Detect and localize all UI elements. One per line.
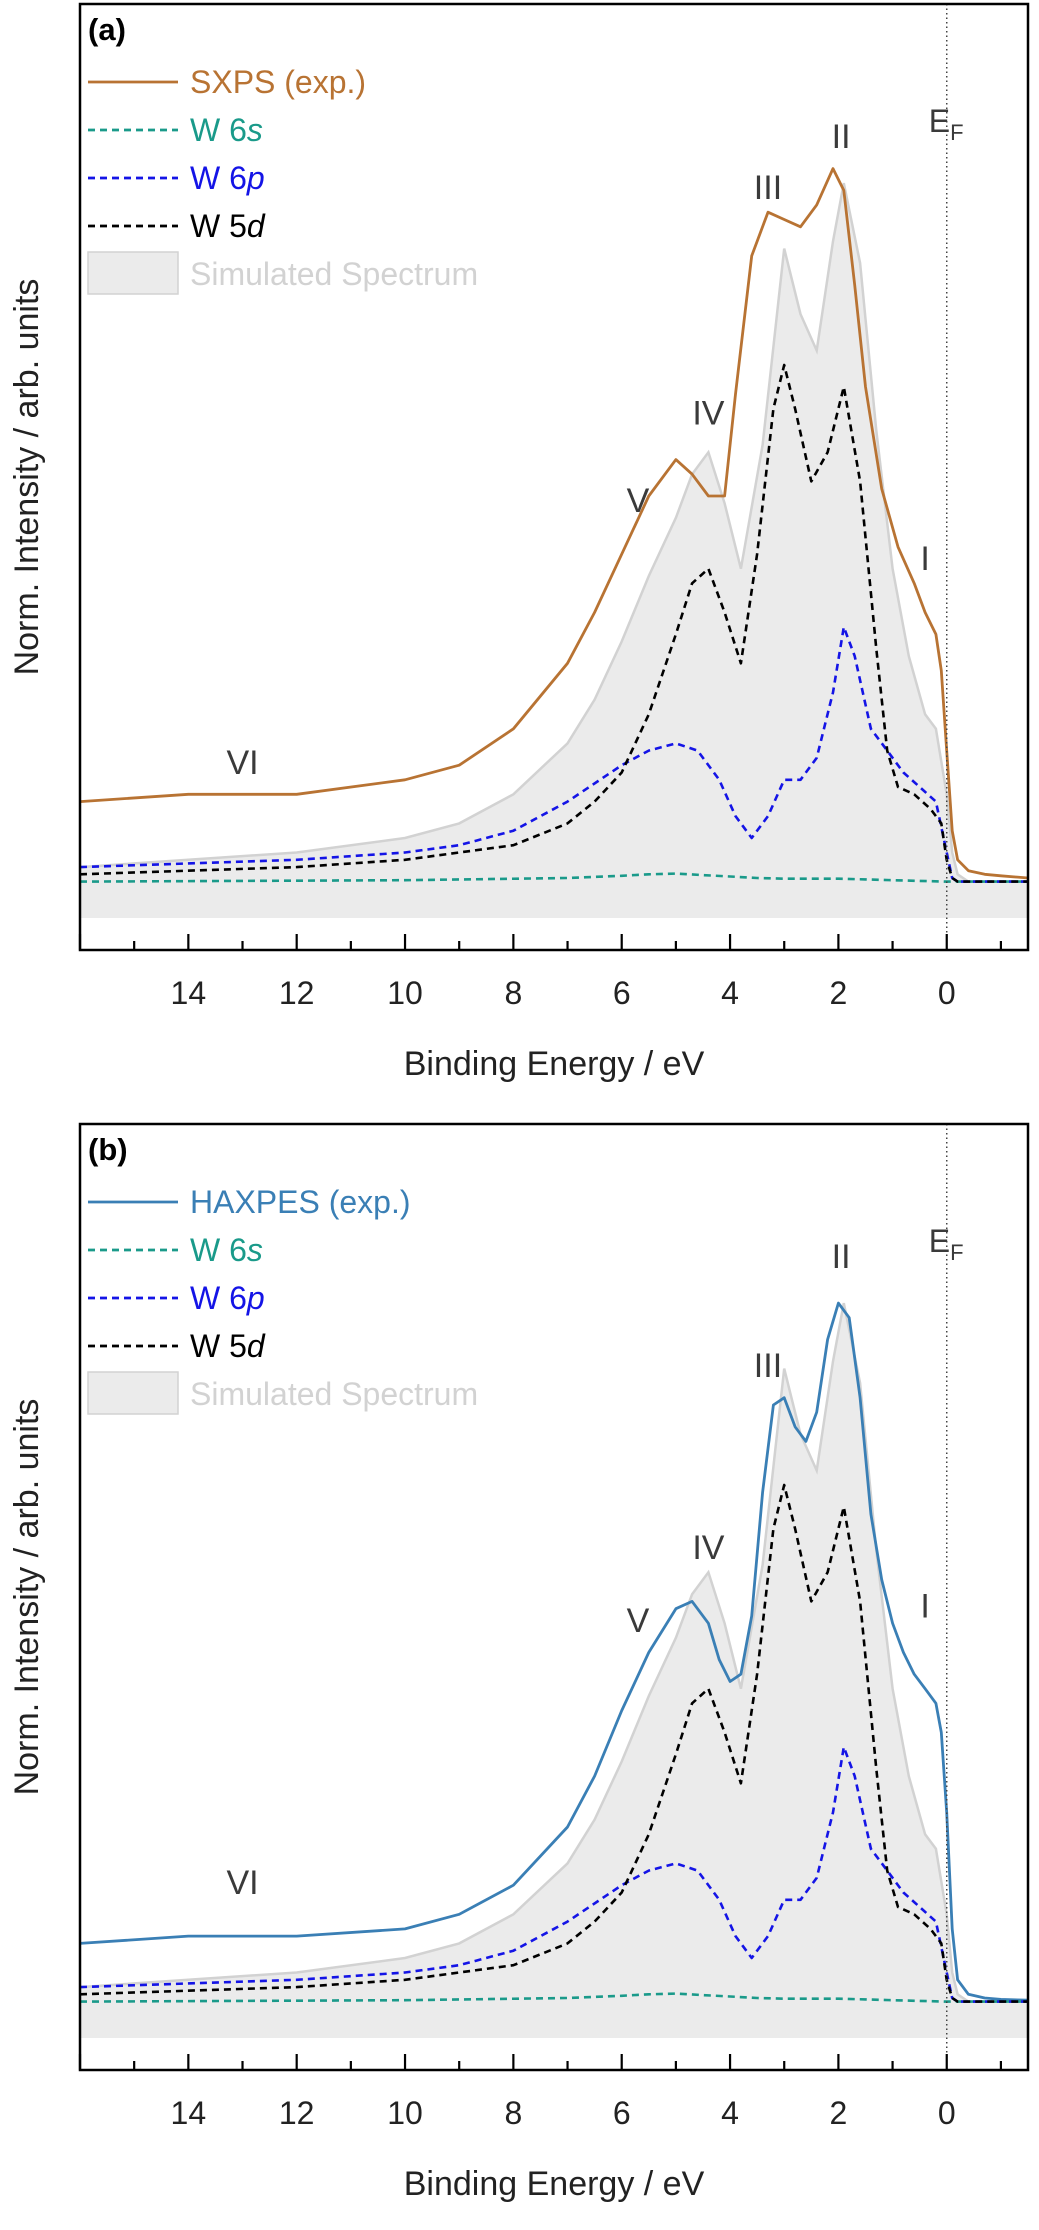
fermi-label: EF [929, 103, 964, 145]
x-tick-label: 2 [830, 975, 848, 1011]
series-w-5d [80, 1483, 1028, 2003]
legend-label: W 6s [190, 1232, 263, 1268]
peak-label: III [754, 169, 782, 207]
peak-label: II [832, 1238, 851, 1276]
legend-label: W 6p [190, 1280, 265, 1316]
plot-area [80, 1301, 1028, 2038]
x-tick-label: 8 [504, 2095, 522, 2131]
series-simulated-spectrum-fill [80, 1303, 1028, 2038]
peak-label: IV [692, 394, 724, 432]
legend-label: HAXPES (exp.) [190, 1184, 411, 1220]
x-tick-label: 0 [938, 2095, 956, 2131]
x-tick-label: 6 [613, 2095, 631, 2131]
peak-label: I [920, 540, 929, 578]
x-axis-label: Binding Energy / eV [404, 2165, 705, 2203]
legend-swatch-simulated [87, 251, 179, 295]
fermi-label: EF [929, 1223, 964, 1265]
x-axis: 14 12 10 8 6 4 2 0 [78, 934, 1003, 1011]
panel-label: (b) [88, 1132, 128, 1167]
peak-label: VI [226, 1864, 258, 1902]
peak-label: V [627, 1602, 650, 1640]
series-w-5d [80, 363, 1028, 883]
x-tick-label: 6 [613, 975, 631, 1011]
series-w-6s [80, 872, 1028, 883]
x-tick-label: 4 [721, 975, 739, 1011]
series-w-6p [80, 1745, 1028, 2003]
series-sxps-exp [80, 167, 1028, 880]
x-tick-label: 0 [938, 975, 956, 1011]
x-axis-label: Binding Energy / eV [404, 1045, 705, 1083]
plot-frame [78, 2, 1030, 952]
series-haxpes-exp [80, 1301, 1028, 2002]
x-tick-label: 12 [279, 975, 315, 1011]
peak-label: III [754, 1347, 782, 1385]
legend-label: W 6s [190, 112, 263, 148]
peak-label: I [920, 1587, 929, 1625]
y-axis-label: Norm. Intensity / arb. units [8, 1399, 46, 1796]
legend-swatch-simulated [87, 1371, 179, 1415]
x-tick-label: 4 [721, 2095, 739, 2131]
x-tick-label: 14 [171, 2095, 207, 2131]
peak-label: VI [226, 744, 258, 782]
peak-label: V [627, 482, 650, 520]
panel-label: (a) [88, 12, 126, 47]
plot-area [80, 167, 1028, 919]
series-w-6p [80, 625, 1028, 883]
series-simulated-spectrum-outline [80, 1302, 1028, 2003]
peak-label: IV [692, 1529, 724, 1567]
x-tick-label: 2 [830, 2095, 848, 2131]
x-tick-label: 10 [387, 975, 423, 1011]
legend: HAXPES (exp.) W 6s W 6p W 5d Simulated Spect… [87, 1184, 478, 1415]
legend-label: W 5d [190, 1328, 266, 1364]
series-simulated-spectrum-outline [80, 182, 1028, 883]
peak-label: II [832, 118, 851, 156]
x-tick-label: 12 [279, 2095, 315, 2131]
legend-label: SXPS (exp.) [190, 64, 366, 100]
legend-label: W 6p [190, 160, 265, 196]
legend-label: Simulated Spectrum [190, 256, 478, 292]
legend: SXPS (exp.) W 6s W 6p W 5d Simulated Spectru… [87, 64, 478, 295]
legend-label: W 5d [190, 208, 266, 244]
panel-b: 14 12 10 8 6 4 2 0 Binding Energy / eV Norm. Inte… [8, 1122, 1030, 2203]
x-axis: 14 12 10 8 6 4 2 0 [78, 2054, 1003, 2131]
series-w-6s [80, 1992, 1028, 2003]
panel-a: 14 12 10 8 6 4 2 0 Binding Energy / eV Norm. Inte… [8, 2, 1030, 1083]
x-tick-label: 8 [504, 975, 522, 1011]
series-simulated-spectrum-fill [80, 183, 1028, 919]
x-tick-label: 14 [171, 975, 207, 1011]
legend-label: Simulated Spectrum [190, 1376, 478, 1412]
x-tick-label: 10 [387, 2095, 423, 2131]
y-axis-label: Norm. Intensity / arb. units [8, 279, 46, 676]
plot-frame [78, 1122, 1030, 2072]
